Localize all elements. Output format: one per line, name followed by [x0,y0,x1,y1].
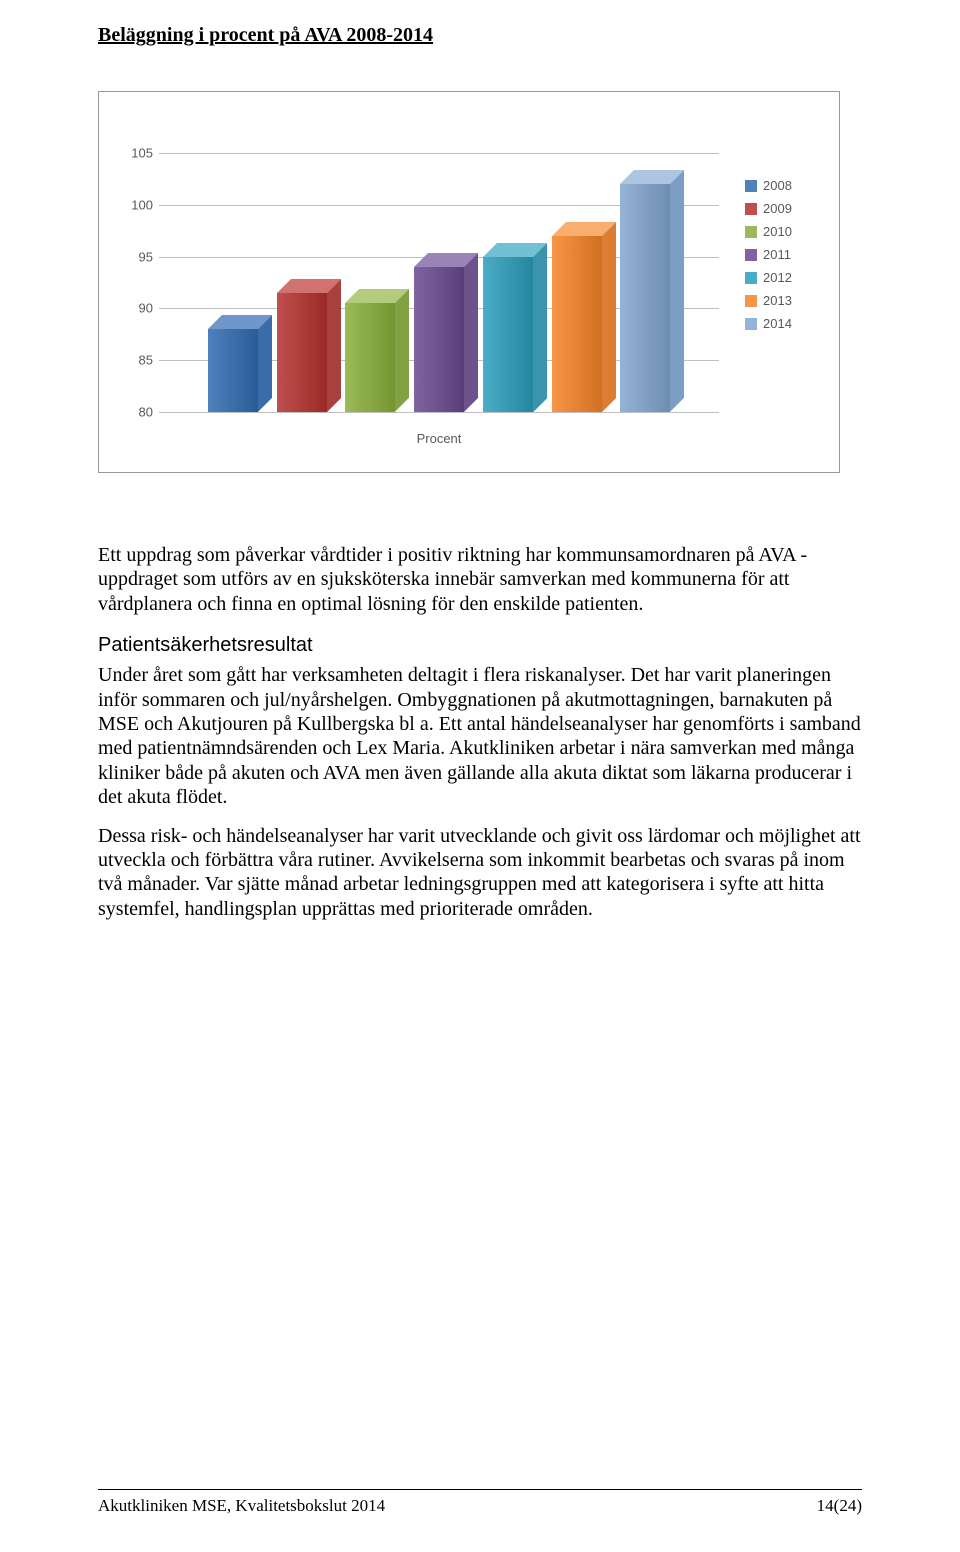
paragraph-intro: Ett uppdrag som påverkar vårdtider i pos… [98,543,862,616]
body-text: Ett uppdrag som påverkar vårdtider i pos… [98,543,862,921]
legend-item-2011: 2011 [745,247,823,262]
legend-swatch [745,249,757,261]
legend-swatch [745,180,757,192]
legend-label: 2008 [763,178,792,193]
bar-2013 [552,236,602,412]
bar-2011 [414,267,464,412]
y-tick-label: 90 [119,301,153,316]
bar-2010 [345,303,395,412]
page-title: Beläggning i procent på AVA 2008-2014 [98,24,862,47]
legend-item-2012: 2012 [745,270,823,285]
paragraph-results-1: Under året som gått har verksamheten del… [98,663,862,809]
legend-label: 2012 [763,270,792,285]
bar-2014 [620,184,670,412]
legend-swatch [745,272,757,284]
legend-swatch [745,318,757,330]
legend-item-2013: 2013 [745,293,823,308]
subheading-patientsakerhet: Patientsäkerhetsresultat [98,634,862,657]
y-tick-label: 105 [119,146,153,161]
y-tick-label: 100 [119,197,153,212]
legend-swatch [745,226,757,238]
chart-x-axis-label: Procent [159,431,719,446]
bar-2009 [277,293,327,412]
bar-2008 [208,329,258,412]
legend-label: 2010 [763,224,792,239]
legend-label: 2009 [763,201,792,216]
legend-item-2009: 2009 [745,201,823,216]
paragraph-results-2: Dessa risk- och händelseanalyser har var… [98,824,862,922]
occupancy-chart: 80859095100105 Procent 20082009201020112… [98,91,840,473]
page-footer: Akutkliniken MSE, Kvalitetsbokslut 2014 … [98,1489,862,1516]
footer-right: 14(24) [817,1496,862,1516]
legend-item-2008: 2008 [745,178,823,193]
legend-swatch [745,203,757,215]
bar-2012 [483,257,533,412]
legend-label: 2013 [763,293,792,308]
legend-label: 2014 [763,316,792,331]
legend-item-2014: 2014 [745,316,823,331]
y-tick-label: 85 [119,353,153,368]
y-tick-label: 95 [119,249,153,264]
chart-legend: 2008 2009 2010 2011 2012 2013 2014 [745,178,823,339]
y-tick-label: 80 [119,405,153,420]
footer-left: Akutkliniken MSE, Kvalitetsbokslut 2014 [98,1496,385,1516]
legend-swatch [745,295,757,307]
legend-label: 2011 [763,247,791,262]
legend-item-2010: 2010 [745,224,823,239]
